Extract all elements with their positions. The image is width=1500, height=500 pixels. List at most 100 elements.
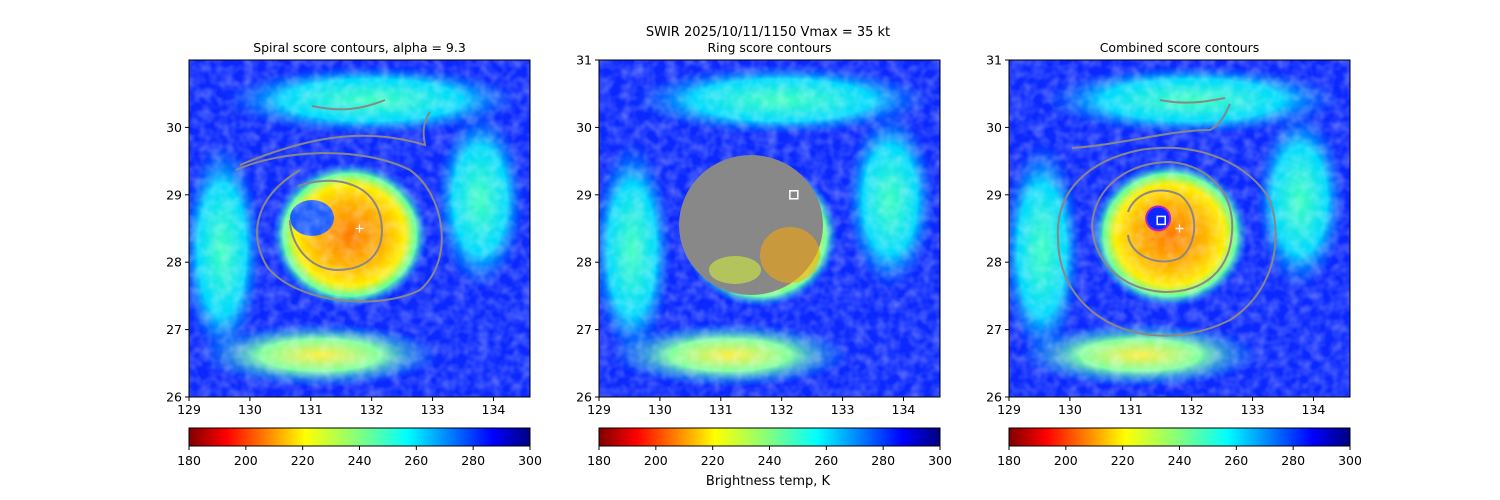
x-tick-label: 134: [482, 402, 506, 417]
x-tick-label: 133: [1241, 402, 1265, 417]
x-tick-label: 132: [360, 402, 384, 417]
x-tick-label: 133: [421, 402, 445, 417]
best-point-square-marker: [1156, 215, 1166, 226]
y-tick-label: 29: [576, 187, 592, 202]
colorbar-gradient: [1008, 427, 1351, 447]
xticks: 129 130 131 132 133 134: [587, 397, 915, 417]
colorbar-tick-label: 300: [928, 453, 952, 468]
x-tick-label: 130: [648, 402, 672, 417]
y-tick-label: 28: [166, 255, 182, 270]
contour-inner: [1127, 189, 1196, 263]
x-tick-label: 132: [1180, 402, 1204, 417]
colorbar-tick-label: 200: [644, 453, 668, 468]
colorbar-tick-label: 260: [814, 453, 838, 468]
contour-band: [239, 111, 431, 166]
axes-frame: [598, 59, 941, 398]
colorbar-ticks: 180 200 220 240 260 280 300: [587, 446, 952, 468]
colorbar-tick-label: 240: [348, 453, 372, 468]
x-tick-label: 132: [770, 402, 794, 417]
ir-field: [189, 60, 530, 397]
eye-circle: [1145, 205, 1172, 232]
colorbar-tick-label: 260: [404, 453, 428, 468]
colorbar-tick-label: 180: [177, 453, 201, 468]
y-tick-label: 28: [576, 255, 592, 270]
colorbar-tick-label: 180: [587, 453, 611, 468]
colorbar-ticks: 180 200 220 240 260 280 300: [997, 446, 1362, 468]
x-tick-label: 130: [238, 402, 262, 417]
yticks: 26 27 28 29 30: [166, 120, 189, 405]
colorbar-tick-label: 220: [1111, 453, 1135, 468]
x-tick-label: 131: [1119, 402, 1143, 417]
colorbar-label: Brightness temp, K: [706, 474, 831, 489]
markers: [789, 190, 799, 200]
colorbar-tick-label: 300: [1338, 453, 1362, 468]
contour-outer: [1056, 146, 1277, 337]
suptitle: SWIR 2025/10/11/1150 Vmax = 35 kt: [646, 25, 890, 40]
xticks: 129 130 131 132 133 134: [997, 397, 1325, 417]
x-tick-label: 131: [299, 402, 323, 417]
panel-spiral: Spiral score contours, alpha = 9.3 129 13…: [166, 40, 542, 468]
y-tick-label: 27: [576, 322, 592, 337]
center-plus-marker: [1175, 224, 1184, 233]
contour-outer: [235, 152, 443, 303]
colorbar-tick-label: 280: [871, 453, 895, 468]
markers: [1145, 205, 1184, 233]
y-tick-label: 31: [576, 53, 592, 68]
center-plus-marker: [355, 224, 364, 233]
contours: [1056, 97, 1277, 337]
x-tick-label: 130: [1058, 402, 1082, 417]
x-tick-label: 134: [1302, 402, 1326, 417]
y-tick-label: 27: [166, 322, 182, 337]
y-tick-label: 29: [166, 187, 182, 202]
panel-title: Combined score contours: [1100, 40, 1260, 55]
y-tick-label: 31: [986, 53, 1002, 68]
x-tick-label: 131: [709, 402, 733, 417]
contour-band: [1071, 103, 1231, 149]
panel-title: Ring score contours: [707, 40, 831, 55]
panel-combined: Combined score contours 129 130 131 132 133 1…: [986, 40, 1362, 468]
y-tick-label: 30: [986, 120, 1002, 135]
x-tick-label: 129: [997, 402, 1021, 417]
panel-ring: Ring score contours 129 130 131 132 133 134 2…: [576, 40, 952, 468]
colorbar: 180 200 220 240 260 280 300: [587, 427, 952, 468]
colorbar-tick-label: 300: [518, 453, 542, 468]
colorbar-tick-label: 280: [1281, 453, 1305, 468]
markers: [355, 224, 364, 233]
axes-frame: [188, 59, 531, 398]
colorbar-tick-label: 240: [1168, 453, 1192, 468]
y-tick-label: 30: [166, 120, 182, 135]
colorbar-tick-label: 240: [758, 453, 782, 468]
colorbar-tick-label: 220: [291, 453, 315, 468]
y-tick-label: 27: [986, 322, 1002, 337]
contours: [235, 99, 443, 303]
colorbar-tick-label: 200: [234, 453, 258, 468]
contour-mid: [1091, 160, 1234, 294]
y-tick-label: 26: [986, 390, 1002, 405]
y-tick-label: 30: [576, 120, 592, 135]
y-tick-label: 28: [986, 255, 1002, 270]
contour-top: [311, 99, 386, 111]
y-tick-label: 26: [576, 390, 592, 405]
colorbar-tick-label: 260: [1224, 453, 1248, 468]
ring-mask: [679, 155, 823, 295]
panel-title: Spiral score contours, alpha = 9.3: [253, 40, 466, 55]
y-tick-label: 29: [986, 187, 1002, 202]
xticks: 129 130 131 132 133 134: [177, 397, 505, 417]
colorbar-tick-label: 200: [1054, 453, 1078, 468]
colorbar-tick-label: 220: [701, 453, 725, 468]
x-tick-label: 134: [892, 402, 916, 417]
colorbar-ticks: 180 200 220 240 260 280 300: [177, 446, 542, 468]
axes-frame: [1008, 59, 1351, 398]
yticks: 26 27 28 29 30 31: [986, 53, 1009, 405]
contour-top: [1159, 97, 1226, 104]
colorbar-gradient: [188, 427, 531, 447]
colorbar: 180 200 220 240 260 280 300: [177, 427, 542, 468]
x-tick-label: 133: [831, 402, 855, 417]
contour-mid: [289, 179, 383, 272]
colorbar-tick-label: 280: [461, 453, 485, 468]
yticks: 26 27 28 29 30 31: [576, 53, 599, 405]
x-tick-label: 129: [587, 402, 611, 417]
best-point-square-marker: [789, 190, 799, 200]
colorbar: 180 200 220 240 260 280 300: [997, 427, 1362, 468]
